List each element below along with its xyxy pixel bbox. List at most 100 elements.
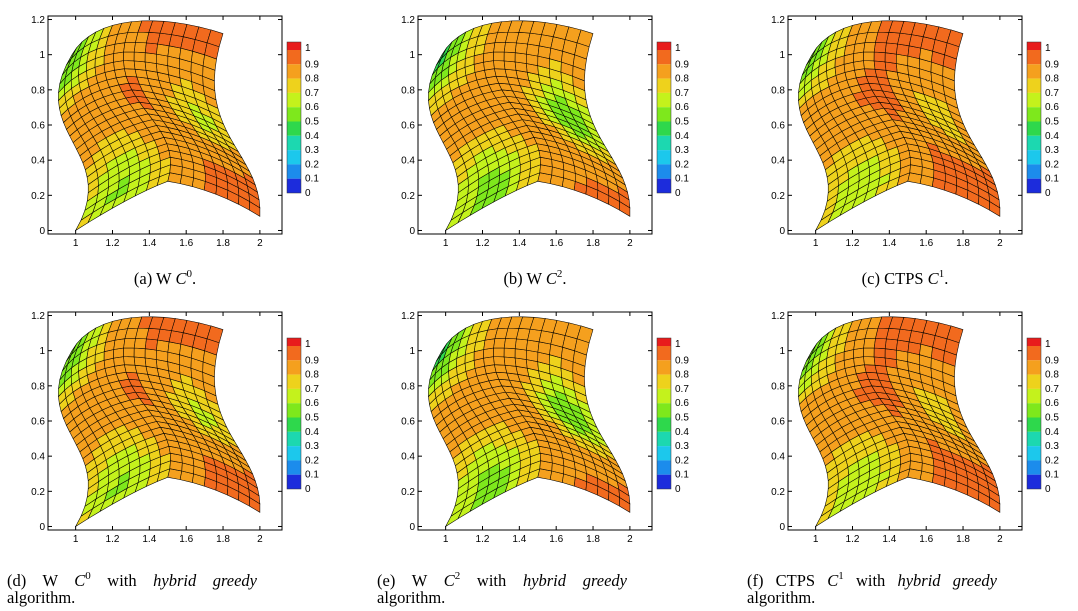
y-tick-label: 0.6 [401, 121, 415, 132]
colorbar-swatch [1027, 135, 1041, 151]
caption-suffix: with [90, 571, 154, 590]
x-tick-label: 1.4 [882, 534, 896, 545]
y-tick-label: 1.2 [401, 15, 415, 26]
colorbar-label: 0.8 [675, 370, 689, 381]
colorbar-label: 0.3 [675, 441, 689, 452]
caption-superscript: 0 [186, 268, 192, 280]
mesh-cell [946, 29, 964, 48]
y-tick-label: 0.8 [31, 85, 45, 96]
y-tick-label: 1.2 [771, 311, 785, 322]
panel-caption: (f) CTPS C1 with hybrid greedy algorithm… [747, 568, 997, 606]
mesh-cell [873, 60, 887, 71]
caption-prefix: (d) W [7, 571, 75, 590]
colorbar-label: 1 [1045, 43, 1051, 54]
colorbar-label: 0.1 [1045, 470, 1059, 481]
panel-plot: 1 1.2 1.4 1.6 1.8 2 0 0.2 0.4 0.6 0.8 1 1.2 1 0.9 0.8 0.… [771, 311, 1059, 545]
x-tick-label: 1.8 [586, 534, 600, 545]
y-tick-label: 1 [409, 346, 415, 357]
colorbar-frame [656, 337, 672, 490]
colorbar-label: 1 [305, 43, 311, 54]
mesh-cell [503, 356, 517, 367]
colorbar-swatch [1027, 431, 1041, 447]
colorbar-label: 1 [1045, 339, 1051, 350]
colorbar-swatch [287, 178, 301, 193]
mesh [428, 20, 631, 232]
y-tick-label: 0.8 [771, 381, 785, 392]
x-tick-label: 1.8 [956, 238, 970, 249]
colorbar-label: 0.5 [305, 117, 319, 128]
x-tick-label: 1.6 [549, 534, 563, 545]
mesh-cell [493, 51, 505, 62]
caption-superscript: 1 [838, 570, 844, 582]
mesh-cell [514, 338, 528, 351]
panel-caption: (e) W C2 with hybrid greedy algorithm. [377, 568, 627, 606]
y-tick-label: 0 [779, 226, 785, 237]
colorbar-label: 1 [675, 43, 681, 54]
mesh [58, 316, 261, 528]
colorbar-swatch [1027, 78, 1041, 93]
colorbar-swatch [657, 346, 671, 361]
y-tick-label: 1.2 [401, 311, 415, 322]
x-tick-label: 2 [627, 534, 633, 545]
colorbar-label: 0.6 [1045, 102, 1059, 113]
x-tick-label: 2 [627, 238, 633, 249]
colorbar-swatch [1027, 346, 1041, 361]
y-tick-label: 1.2 [31, 15, 45, 26]
colorbar-swatch [657, 121, 671, 136]
x-tick-label: 1.8 [586, 238, 600, 249]
colorbar-label: 0.8 [1045, 74, 1059, 85]
mesh-cell [133, 42, 147, 53]
mesh-cell [884, 52, 897, 64]
mesh-cell [493, 347, 505, 358]
colorbar-swatch [287, 50, 301, 65]
y-tick-label: 0.4 [771, 452, 785, 463]
caption-end: algorithm. [377, 588, 446, 607]
panel-caption: (b) W C2. [435, 266, 635, 287]
panel-plot: 1 1.2 1.4 1.6 1.8 2 0 0.2 0.4 0.6 0.8 1 1.2 1 0.9 0.8 0.… [31, 311, 319, 545]
y-tick-label: 1 [39, 346, 45, 357]
mesh-cell [503, 51, 516, 63]
caption-superscript: 2 [556, 268, 563, 280]
x-tick-label: 1 [443, 534, 449, 545]
colorbar-swatch [657, 150, 671, 165]
colorbar-label: 0.9 [305, 59, 319, 70]
colorbar-swatch [1027, 417, 1041, 432]
colorbar-swatch [287, 446, 301, 461]
panel-plot: 1 1.2 1.4 1.6 1.8 2 0 0.2 0.4 0.6 0.8 1 1.2 1 0.9 0.8 0.… [401, 15, 689, 249]
colorbar-swatch [1027, 150, 1041, 165]
panel-caption: (d) W C0 with hybrid greedy algorithm. [7, 568, 257, 606]
colorbar-label: 0.1 [305, 470, 319, 481]
mesh-cell [514, 52, 527, 64]
mesh-cell [884, 42, 898, 55]
mesh-cell [144, 52, 157, 64]
colorbar-swatch [1027, 64, 1041, 79]
caption-end: algorithm. [747, 588, 816, 607]
mesh-cell [123, 347, 135, 358]
colorbar-swatch [657, 474, 671, 489]
colorbar-swatch [287, 78, 301, 93]
mesh-cell [503, 338, 517, 349]
y-tick-label: 0.8 [401, 85, 415, 96]
colorbar-swatch [287, 474, 301, 489]
x-tick-label: 2 [997, 534, 1003, 545]
colorbar-swatch [1027, 474, 1041, 489]
x-tick-label: 1.4 [512, 534, 526, 545]
colorbar-label: 0.1 [675, 470, 689, 481]
colorbar-label: 0.8 [305, 74, 319, 85]
colorbar-swatch [1027, 178, 1041, 193]
x-tick-label: 1.8 [216, 534, 230, 545]
colorbar-label: 0 [1045, 188, 1051, 199]
caption-suffix: . [562, 269, 567, 288]
colorbar-swatch [657, 360, 671, 375]
panel-plot: 1 1.2 1.4 1.6 1.8 2 0 0.2 0.4 0.6 0.8 1 1.2 1 0.9 0.8 0.… [401, 311, 689, 545]
mesh-cell [884, 348, 897, 360]
y-tick-label: 1 [779, 50, 785, 61]
x-tick-label: 1.6 [549, 238, 563, 249]
colorbar-swatch [657, 460, 671, 475]
colorbar-swatch [287, 388, 301, 404]
colorbar: 1 0.9 0.8 0.7 0.6 0.5 0.4 0.3 0.2 0.1 0 [656, 41, 689, 199]
caption-math: C [175, 269, 187, 288]
y-tick-label: 0.2 [771, 191, 785, 202]
colorbar: 1 0.9 0.8 0.7 0.6 0.5 0.4 0.3 0.2 0.1 0 [1026, 337, 1059, 495]
mesh-cell [133, 347, 146, 359]
